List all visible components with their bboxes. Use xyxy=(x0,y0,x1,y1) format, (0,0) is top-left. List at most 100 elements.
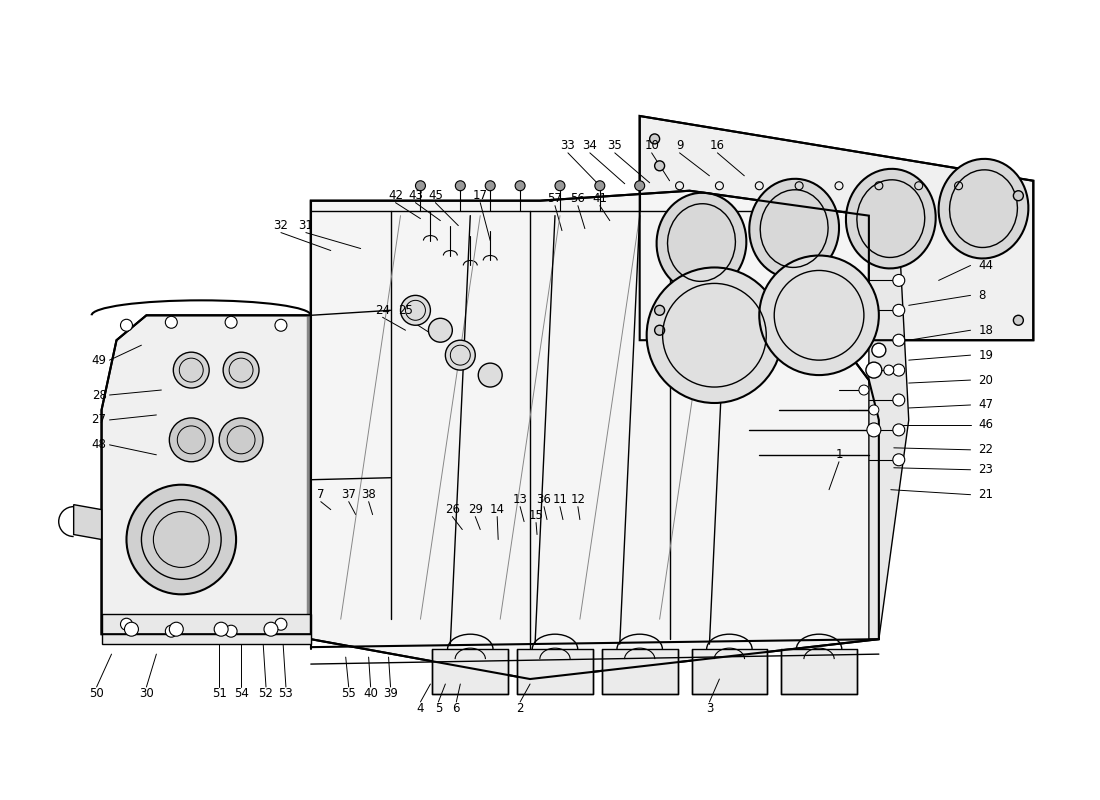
Ellipse shape xyxy=(657,193,747,292)
Circle shape xyxy=(124,622,139,636)
Polygon shape xyxy=(640,116,1033,340)
Text: 29: 29 xyxy=(468,503,483,516)
Circle shape xyxy=(893,364,905,376)
Circle shape xyxy=(893,334,905,346)
Circle shape xyxy=(893,304,905,316)
Circle shape xyxy=(485,181,495,190)
Text: 43: 43 xyxy=(408,190,422,202)
Circle shape xyxy=(869,405,879,415)
Text: 49: 49 xyxy=(91,354,107,366)
Text: 57: 57 xyxy=(548,192,562,206)
Circle shape xyxy=(478,363,503,387)
Circle shape xyxy=(1013,315,1023,326)
Circle shape xyxy=(595,181,605,190)
Text: 38: 38 xyxy=(361,488,376,501)
Text: 37: 37 xyxy=(341,488,356,501)
Text: 16: 16 xyxy=(710,139,725,152)
Text: 31: 31 xyxy=(298,219,314,232)
Text: 48: 48 xyxy=(91,438,107,451)
Text: 51: 51 xyxy=(211,687,227,701)
Circle shape xyxy=(893,454,905,466)
Circle shape xyxy=(556,181,565,190)
Circle shape xyxy=(275,618,287,630)
Text: 33: 33 xyxy=(561,139,575,152)
Text: 56: 56 xyxy=(571,192,585,206)
Ellipse shape xyxy=(749,179,839,278)
Text: 2: 2 xyxy=(516,702,524,715)
Text: 17: 17 xyxy=(473,190,487,202)
Circle shape xyxy=(165,316,177,328)
Text: 22: 22 xyxy=(979,443,993,456)
Circle shape xyxy=(275,319,287,331)
Text: 41: 41 xyxy=(592,192,607,206)
Text: 39: 39 xyxy=(383,687,398,701)
Circle shape xyxy=(165,626,177,637)
Circle shape xyxy=(866,362,882,378)
Polygon shape xyxy=(517,649,593,694)
Polygon shape xyxy=(101,315,311,634)
Text: 11: 11 xyxy=(552,493,568,506)
Circle shape xyxy=(416,181,426,190)
Text: 35: 35 xyxy=(607,139,623,152)
Circle shape xyxy=(654,161,664,170)
Text: 14: 14 xyxy=(490,503,505,516)
Circle shape xyxy=(893,394,905,406)
Text: 34: 34 xyxy=(582,139,597,152)
Circle shape xyxy=(872,343,886,357)
Text: 4: 4 xyxy=(417,702,425,715)
Text: 9: 9 xyxy=(675,139,683,152)
Circle shape xyxy=(893,424,905,436)
Text: 54: 54 xyxy=(233,687,249,701)
Polygon shape xyxy=(869,216,909,639)
Polygon shape xyxy=(432,649,508,694)
Circle shape xyxy=(650,134,660,144)
Circle shape xyxy=(455,181,465,190)
Text: 36: 36 xyxy=(537,493,551,506)
Circle shape xyxy=(121,618,132,630)
Text: eurospares: eurospares xyxy=(321,555,779,624)
Text: 5: 5 xyxy=(434,702,442,715)
Circle shape xyxy=(654,306,664,315)
Circle shape xyxy=(169,622,184,636)
Text: 47: 47 xyxy=(979,398,993,411)
Text: 20: 20 xyxy=(979,374,993,386)
Text: 27: 27 xyxy=(91,414,107,426)
Polygon shape xyxy=(781,649,857,694)
Circle shape xyxy=(1013,190,1023,201)
Circle shape xyxy=(400,295,430,326)
Text: 25: 25 xyxy=(398,304,412,317)
Circle shape xyxy=(214,622,228,636)
Text: 6: 6 xyxy=(452,702,460,715)
Text: 8: 8 xyxy=(979,289,986,302)
Circle shape xyxy=(428,318,452,342)
Text: 12: 12 xyxy=(571,493,585,506)
Text: 40: 40 xyxy=(363,687,378,701)
Text: 44: 44 xyxy=(979,259,993,272)
Circle shape xyxy=(223,352,258,388)
Text: 10: 10 xyxy=(645,139,659,152)
Ellipse shape xyxy=(938,159,1028,258)
Circle shape xyxy=(446,340,475,370)
Circle shape xyxy=(893,274,905,286)
Circle shape xyxy=(226,316,238,328)
Polygon shape xyxy=(602,649,678,694)
Circle shape xyxy=(174,352,209,388)
Circle shape xyxy=(169,418,213,462)
Text: 28: 28 xyxy=(91,389,107,402)
Text: 42: 42 xyxy=(388,190,403,202)
Text: 45: 45 xyxy=(428,190,443,202)
Text: 32: 32 xyxy=(274,219,288,232)
Text: 7: 7 xyxy=(317,488,324,501)
Circle shape xyxy=(883,365,894,375)
Circle shape xyxy=(647,267,782,403)
Circle shape xyxy=(226,626,238,637)
Text: 26: 26 xyxy=(444,503,460,516)
Text: 13: 13 xyxy=(513,493,528,506)
Text: eurospares: eurospares xyxy=(321,196,779,265)
Polygon shape xyxy=(101,614,311,644)
Circle shape xyxy=(121,319,132,331)
Text: 1: 1 xyxy=(835,448,843,462)
Text: 15: 15 xyxy=(529,509,543,522)
Circle shape xyxy=(264,622,278,636)
Text: 23: 23 xyxy=(979,463,993,476)
